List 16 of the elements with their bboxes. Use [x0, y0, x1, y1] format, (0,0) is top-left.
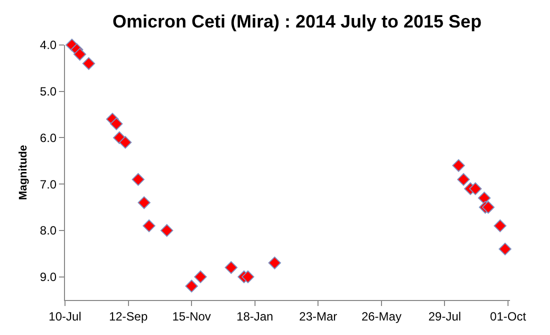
y-tick-label: 5.0 — [40, 84, 57, 99]
x-tick-label: 12-Sep — [108, 309, 148, 324]
y-tick-label: 8.0 — [40, 224, 57, 238]
y-tick-label: 6.0 — [40, 130, 57, 145]
x-tick-label: 26-May — [361, 309, 402, 324]
x-tick-label: 18-Jan — [236, 309, 274, 324]
y-tick-label: 4.0 — [40, 38, 57, 52]
chart-title: Omicron Ceti (Mira) : 2014 July to 2015 Sep — [112, 12, 482, 32]
y-axis-title: Magnitude — [18, 145, 30, 200]
x-tick-label: 10-Jul — [48, 309, 82, 324]
x-tick-label: 29-Jul — [428, 309, 462, 324]
y-tick-label: 9.0 — [40, 270, 57, 284]
x-tick-label: 15-Nov — [172, 309, 211, 324]
x-tick-label: 01-Oct — [490, 309, 527, 324]
y-tick-label: 7.0 — [40, 177, 57, 192]
x-tick-label: 23-Mar — [299, 309, 338, 324]
